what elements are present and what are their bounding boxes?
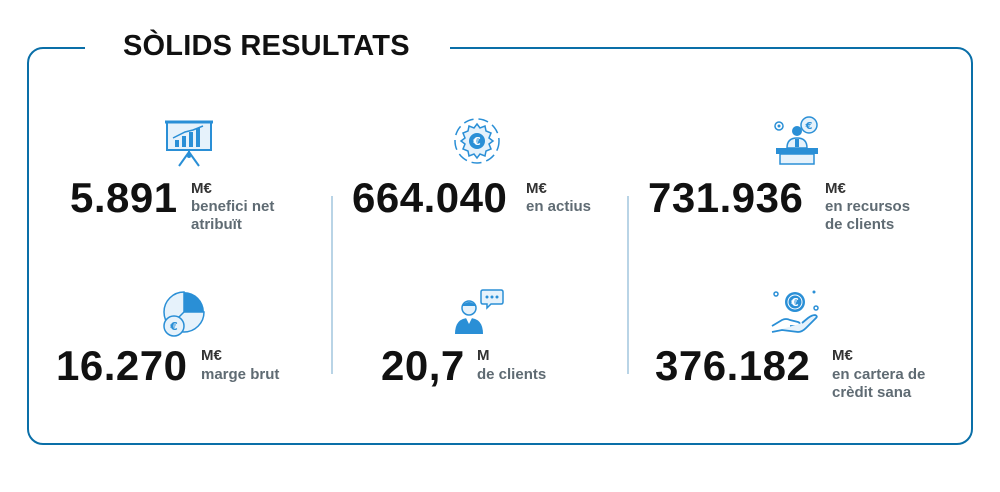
stat-description-line2: crèdit sana (832, 384, 912, 401)
svg-text:€: € (472, 135, 481, 148)
stat-description-line2: atribuït (191, 216, 242, 233)
stat-value: 20,7 (381, 342, 465, 389)
stat-unit: M€ (825, 180, 846, 197)
stat-unit: M (477, 347, 490, 364)
pie-chart-euro-icon: € (163, 291, 205, 337)
column-divider-left (331, 196, 333, 374)
stat-value: 376.182 (655, 342, 811, 389)
hand-coin-icon: € (771, 290, 819, 333)
stat-unit: M€ (832, 347, 853, 364)
gear-euro-icon: € (454, 118, 500, 164)
stat-unit: M€ (526, 180, 547, 197)
title-background (85, 28, 450, 68)
stat-unit: M€ (191, 180, 212, 197)
stat-value: 664.040 (352, 174, 508, 221)
page-title: SÒLIDS RESULTATS (123, 30, 410, 62)
stat-description-line1: de clients (477, 366, 547, 383)
stat-description-line1: en cartera de (832, 366, 926, 383)
stat-unit: M€ (201, 347, 222, 364)
stat-description-line1: benefici net (191, 198, 275, 215)
stat-description-line1: en recursos (825, 198, 911, 215)
stat-description-line1: marge brut (201, 366, 280, 383)
stat-description-line2: de clients (825, 216, 895, 233)
client-chat-icon (455, 289, 504, 334)
stat-value: 16.270 (56, 342, 188, 389)
presentation-chart-icon (165, 120, 213, 167)
stat-value: 731.936 (648, 174, 804, 221)
stat-value: 5.891 (70, 174, 178, 221)
svg-text:€: € (169, 320, 178, 333)
svg-text:€: € (790, 296, 799, 309)
column-divider-right (627, 196, 629, 374)
stat-description-line1: en actius (526, 198, 592, 215)
advisor-desk-icon: € (774, 116, 818, 165)
results-frame (27, 47, 973, 445)
svg-text:€: € (805, 121, 813, 132)
